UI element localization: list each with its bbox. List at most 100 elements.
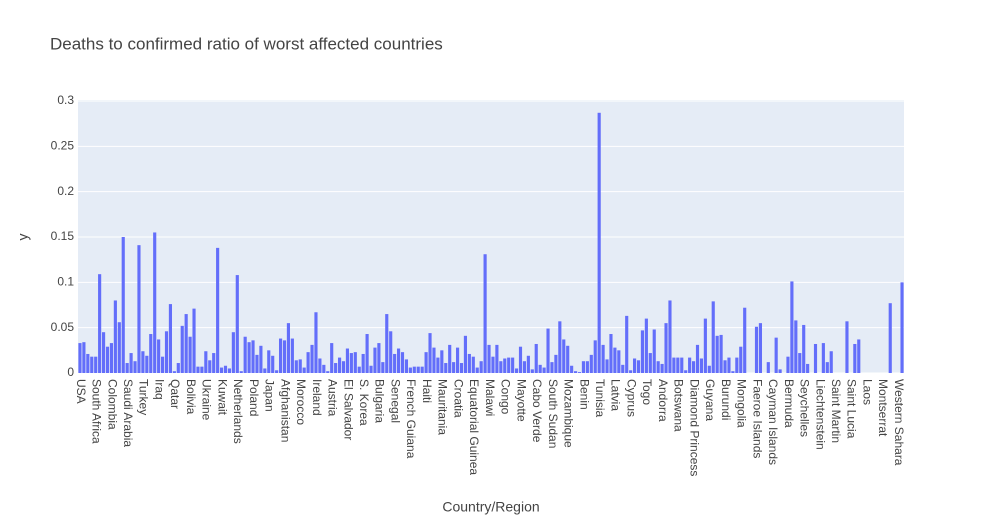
x-tick-label: Cayman Islands [766,379,780,465]
x-tick-label: Western Sahara [892,379,906,466]
bar [357,366,361,373]
bar [101,332,106,373]
bar [105,346,110,373]
bar [577,372,582,373]
bar [125,363,129,373]
x-tick-label: USA [74,379,88,404]
bar [196,366,200,373]
bar [731,371,735,373]
bar [149,334,153,373]
bar [400,352,405,373]
bar [188,336,192,373]
x-tick-label: South Africa [90,379,104,444]
bar [298,359,302,373]
bar [361,353,365,373]
bar [176,363,180,373]
bar [180,325,184,373]
bar [786,356,790,373]
bar [412,366,416,373]
bar [204,351,208,373]
bar [664,323,668,373]
bar [157,339,161,373]
x-tick-label: French Guiana [404,379,418,459]
x-tick-label: Faeroe Islands [750,379,764,458]
bar [644,318,648,373]
bar [526,355,530,373]
bar [495,344,499,373]
chart-title: Deaths to confirmed ratio of worst affec… [50,34,443,53]
bar [164,331,169,373]
x-tick-label: Austria [326,379,340,417]
bar [452,362,456,373]
bar [853,343,857,373]
bar [117,322,121,373]
bar [345,348,350,373]
bar [754,326,759,373]
bar [530,369,534,373]
bar [790,281,794,373]
x-tick-label: South Sudan [546,379,560,448]
x-tick-label: Malawi [483,379,497,416]
y-tick-label: 0.3 [57,93,74,107]
bar [133,361,137,373]
x-tick-label: Congo [499,379,513,415]
bar [625,315,629,373]
bar [491,356,495,373]
bar [86,353,90,373]
bar [448,344,452,373]
x-tick-label: El Salvador [341,379,355,440]
bar [672,357,676,373]
bar [385,314,389,373]
bar [428,333,432,373]
x-tick-label: Colombia [105,379,119,430]
bar [609,334,613,373]
x-tick-label: Ukraine [200,379,214,421]
bar [711,301,715,373]
bar [499,361,503,373]
bar [200,366,204,373]
bar [719,334,723,373]
bar [680,357,684,373]
bar [243,336,247,373]
x-tick-label: Diamond Princess [687,379,701,476]
bar [566,345,570,373]
bar [707,365,711,373]
bar [554,354,558,373]
bar [314,312,318,373]
x-tick-label: Andorra [656,379,670,422]
bar [546,328,550,373]
bar [416,366,420,373]
bar [550,362,554,373]
bar [798,353,802,373]
bar [522,361,527,373]
bar [216,247,220,373]
x-tick-label: Mauritania [436,379,450,435]
x-tick-label: Netherlands [231,379,245,444]
y-tick-label: 0.05 [51,320,75,334]
x-tick-label: Burundi [719,379,733,420]
x-tick-label: Seychelles [798,379,812,437]
bar [605,359,609,373]
bar [290,338,294,373]
bar [703,318,707,373]
bar [825,362,829,373]
x-tick-label: Benin [577,379,591,410]
bar [408,367,412,373]
bar [570,365,574,373]
bar [137,245,141,373]
x-tick-label: Laos [860,379,874,405]
bar [691,361,696,373]
bar [542,367,546,373]
bar [294,360,298,373]
bar [90,356,94,373]
bar [306,352,310,373]
x-tick-label: Croatia [451,379,465,418]
bar [381,362,385,373]
x-tick-label: Afghanistan [278,379,292,442]
y-tick-label: 0 [67,365,74,379]
y-tick-label: 0.1 [57,275,74,289]
x-tick-label: Kuwait [215,379,229,416]
bar [829,351,833,373]
bar [715,335,719,373]
